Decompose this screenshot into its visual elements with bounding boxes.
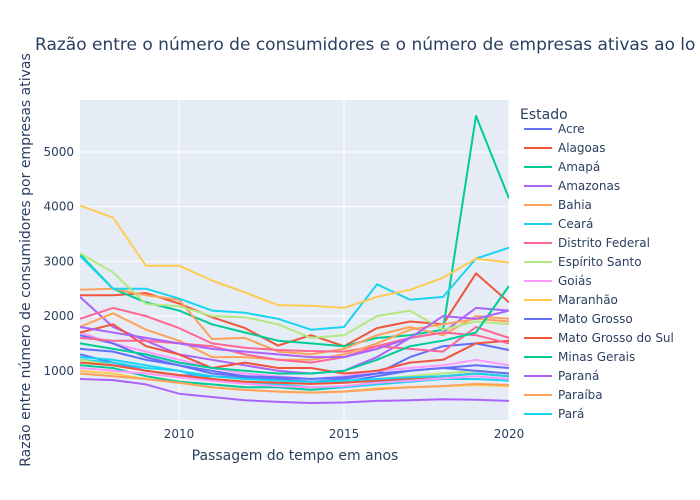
legend-item[interactable]: Mato Grosso — [524, 312, 633, 326]
legend-item[interactable]: Paraná — [524, 369, 599, 383]
series-line-unlabeled-24 — [80, 372, 509, 394]
legend-label: Maranhão — [558, 293, 618, 307]
legend-label: Mato Grosso — [558, 312, 633, 326]
legend-label: Amapá — [558, 160, 600, 174]
legend-label: Alagoas — [558, 141, 605, 155]
legend-item[interactable]: Ceará — [524, 217, 593, 231]
x-tick-label: 2010 — [164, 427, 195, 441]
legend-item[interactable]: Minas Gerais — [524, 350, 635, 364]
legend-label: Amazonas — [558, 179, 620, 193]
legend-item[interactable]: Distrito Federal — [524, 236, 650, 250]
series-line-unlabeled-22 — [80, 285, 509, 375]
y-tick-label: 2000 — [43, 309, 74, 323]
legend-label: Ceará — [558, 217, 593, 231]
legend-label: Bahia — [558, 198, 592, 212]
series-line-alagoas — [80, 272, 509, 348]
series-line-espírito-santo — [80, 252, 509, 339]
legend-item[interactable]: Pará — [524, 407, 584, 421]
y-tick-label: 3000 — [43, 254, 74, 268]
legend-item[interactable]: Goiás — [524, 274, 592, 288]
series-line-ceará — [80, 246, 509, 331]
y-axis-title: Razão entre número de consumidores por e… — [18, 53, 34, 467]
series-line-unlabeled-20 — [80, 347, 509, 380]
series-line-mato-grosso-do-sul — [80, 323, 509, 375]
series-layer — [80, 114, 509, 404]
legend-label: Espírito Santo — [558, 255, 642, 269]
legend-item[interactable]: Espírito Santo — [524, 255, 642, 269]
legend-item[interactable]: Bahia — [524, 198, 592, 212]
legend[interactable]: Estado Acre Alagoas Amapá Amazonas Bahia Cear… — [520, 107, 674, 421]
series-line-maranhão — [80, 204, 509, 309]
legend-label: Mato Grosso do Sul — [558, 331, 674, 345]
legend-item[interactable]: Mato Grosso do Sul — [524, 331, 674, 345]
series-line-paraíba — [80, 312, 509, 361]
legend-item[interactable]: Paraíba — [524, 388, 603, 402]
series-line-distrito-federal — [80, 306, 509, 353]
legend-label: Pará — [558, 407, 584, 421]
series-line-unlabeled-18 — [80, 367, 509, 389]
legend-label: Paraíba — [558, 388, 603, 402]
legend-item[interactable]: Acre — [524, 122, 585, 136]
x-axis-title: Passagem do tempo em anos — [192, 448, 399, 464]
legend-label: Acre — [558, 122, 585, 136]
legend-item[interactable]: Alagoas — [524, 141, 605, 155]
chart-title: Razão entre o número de consumidores e o… — [35, 35, 695, 55]
y-tick-label: 1000 — [43, 364, 74, 378]
axis-ticks: 1000 2000 3000 4000 5000 2010 2015 2020 — [43, 145, 524, 441]
y-tick-label: 4000 — [43, 200, 74, 214]
series-line-paraná — [80, 378, 509, 404]
series-line-unlabeled-25 — [80, 356, 509, 383]
legend-label: Distrito Federal — [558, 236, 650, 250]
legend-item[interactable]: Maranhão — [524, 293, 618, 307]
legend-label: Minas Gerais — [558, 350, 635, 364]
series-line-unlabeled-23 — [80, 309, 509, 359]
y-tick-label: 5000 — [43, 145, 74, 159]
legend-item[interactable]: Amazonas — [524, 179, 620, 193]
legend-title: Estado — [520, 107, 568, 123]
x-tick-label: 2020 — [494, 427, 525, 441]
legend-item[interactable]: Amapá — [524, 160, 600, 174]
legend-label: Goiás — [558, 274, 592, 288]
x-tick-label: 2015 — [329, 427, 360, 441]
series-line-unlabeled-16 — [80, 331, 509, 364]
legend-label: Paraná — [558, 369, 599, 383]
